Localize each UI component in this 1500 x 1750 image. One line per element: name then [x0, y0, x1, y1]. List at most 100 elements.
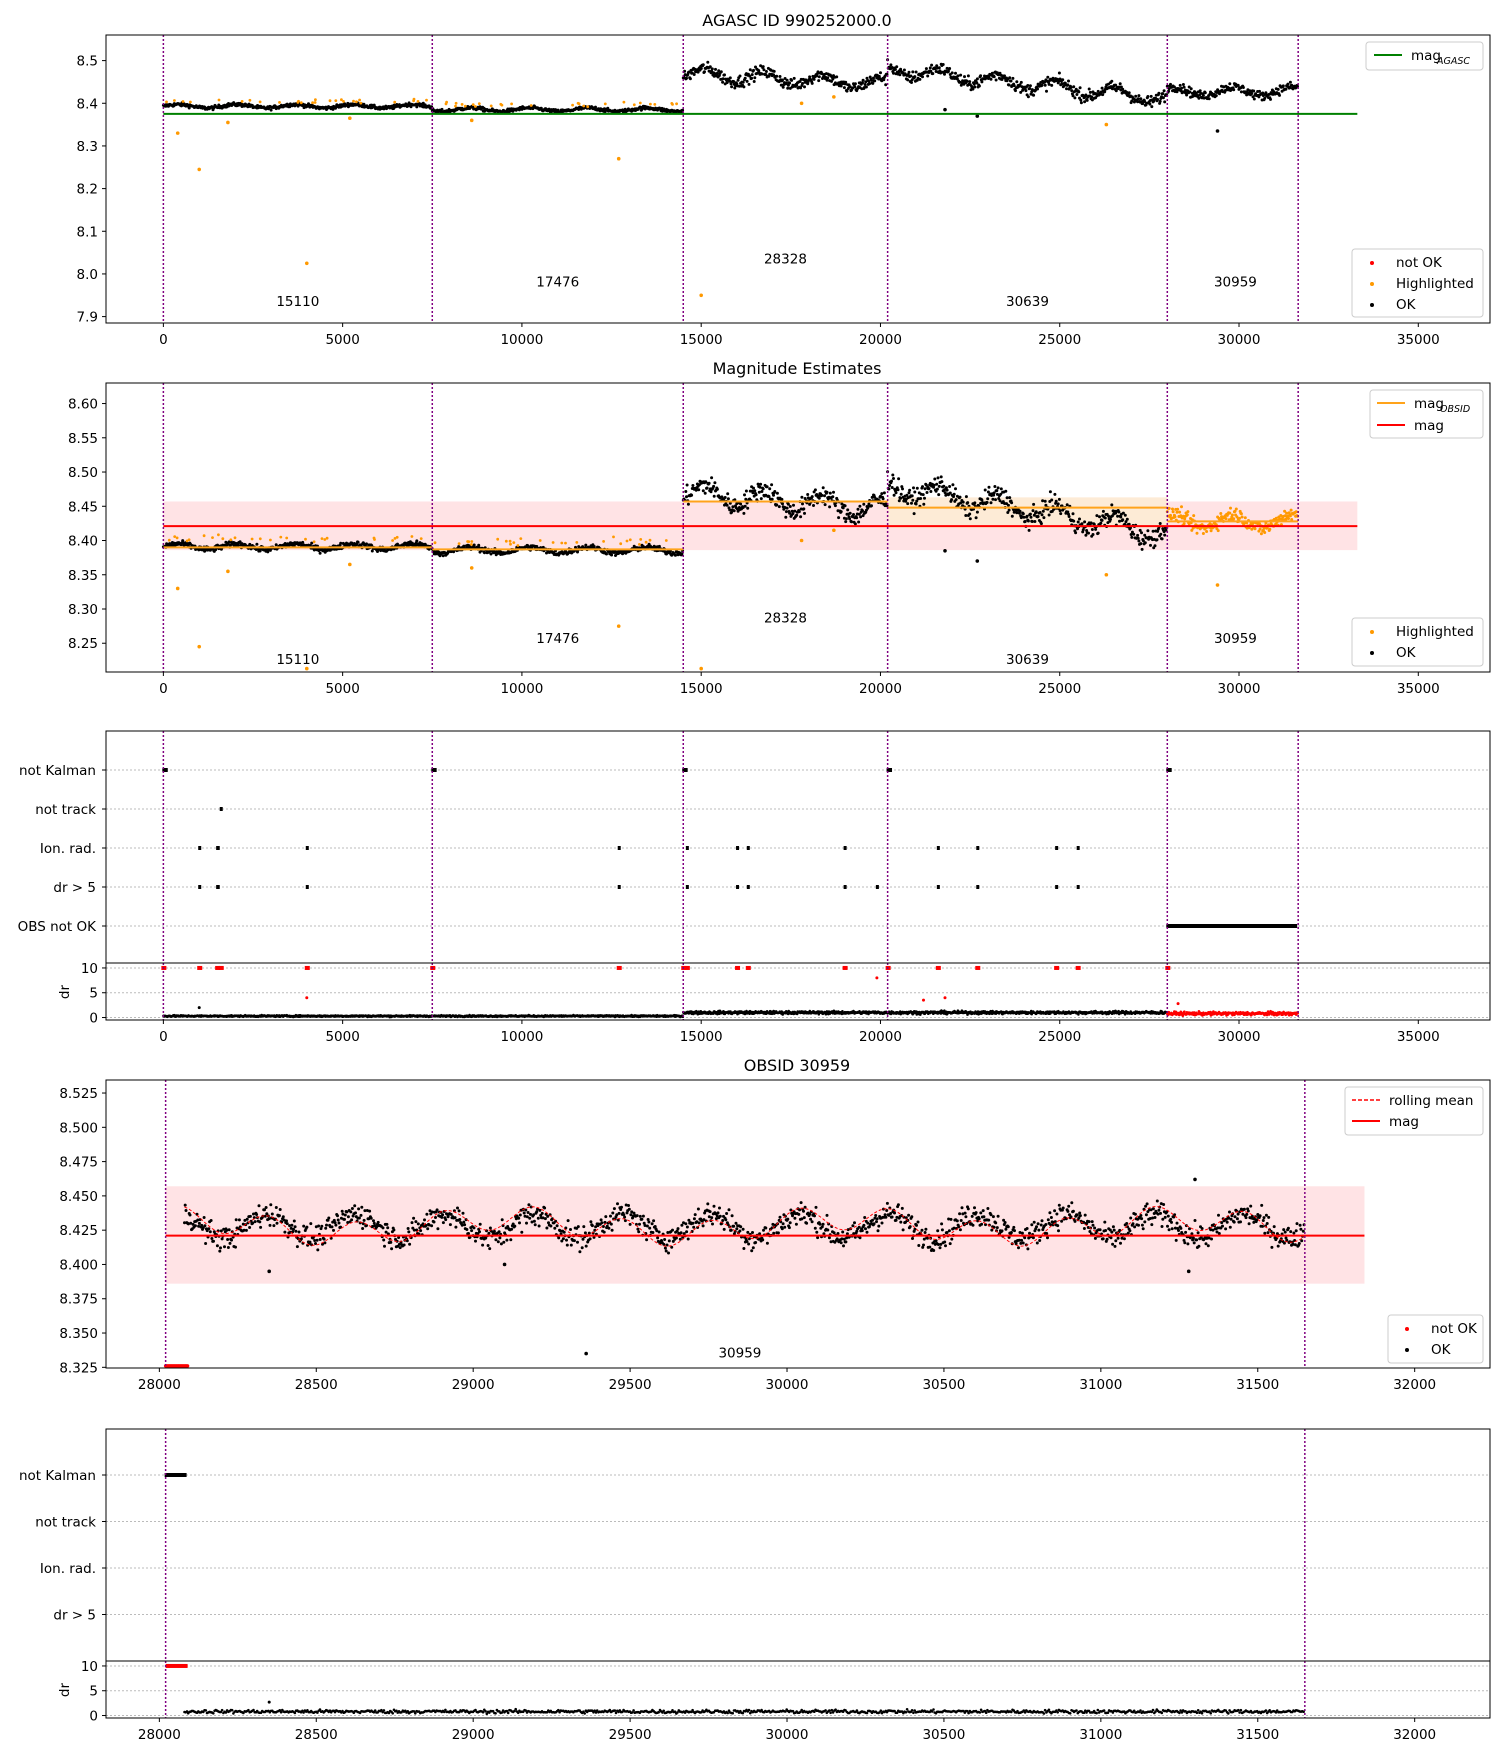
flag-mark: [1166, 924, 1298, 928]
flag-row-label: not Kalman: [19, 763, 96, 779]
x-tick-label: 28500: [295, 1727, 338, 1743]
legend-highlighted: Highlighted: [1396, 624, 1474, 640]
obsid-label: 28328: [764, 611, 807, 627]
flag-mark: [219, 807, 223, 811]
flag-mark: [886, 768, 893, 772]
highlighted-outlier: [616, 624, 621, 628]
x-tick-label: 29500: [609, 1377, 652, 1393]
flag-mark: [843, 846, 847, 850]
panel2-legend-bottom: Highlighted OK: [1351, 617, 1484, 667]
ok-outlier: [943, 107, 947, 112]
panel1-obsid-labels: 15110 17476 28328 30639 30959: [276, 251, 1257, 310]
panel1-data: [161, 35, 1358, 323]
ok-outlier: [1215, 129, 1220, 133]
x-tick-label: 30000: [1218, 332, 1261, 348]
obsid-label: 30959: [1214, 631, 1257, 647]
legend-not-ok: not OK: [1431, 1321, 1478, 1337]
not-ok-point: [185, 1364, 190, 1368]
flag-mark: [164, 1473, 187, 1477]
dr-outlier: [943, 996, 947, 1000]
flag-mark: [1055, 846, 1059, 850]
y-tick-label: 8.525: [59, 1086, 98, 1102]
ok-outlier: [943, 548, 947, 553]
x-tick-label: 30000: [766, 1727, 809, 1743]
x-tick-label: 0: [159, 1029, 168, 1045]
highlighted-outlier: [175, 131, 180, 135]
panel4-title: OBSID 30959: [744, 1056, 850, 1075]
flag-mark: [976, 885, 980, 889]
x-tick-label: 5000: [325, 1029, 359, 1045]
panel4-obsid-labels: 30959: [718, 1346, 761, 1362]
legend-not-ok: not OK: [1396, 255, 1443, 271]
flag-mark: [305, 885, 309, 889]
x-tick-label: 10000: [500, 332, 543, 348]
dr-clipped-mark: [1075, 965, 1081, 970]
ok-outlier: [1193, 1177, 1197, 1182]
flag-mark: [936, 885, 940, 889]
flag-mark: [976, 846, 980, 850]
scatter-points: [183, 1199, 1306, 1255]
obsid-mag-band: [887, 497, 1168, 529]
x-tick-label: 35000: [1397, 1029, 1440, 1045]
highlighted-outlier: [197, 644, 202, 649]
dr-points: [162, 1009, 1299, 1019]
x-tick-label: 31000: [1079, 1377, 1122, 1393]
dr-clipped-mark: [842, 965, 848, 970]
panel5-axes: not Kalman not track Ion. rad. dr > 5 0 5 10 28…: [19, 1468, 1436, 1743]
panel2-axes: 8.25 8.30 8.35 8.40 8.45 8.50 8.55 8.60 0 5000 100…: [68, 397, 1440, 697]
obsid-label: 30959: [1214, 275, 1257, 291]
flag-mark: [216, 885, 220, 889]
x-tick-label: 0: [159, 681, 168, 697]
dr-tick-label: 10: [81, 1659, 98, 1675]
y-tick-label: 8.500: [59, 1120, 98, 1136]
highlighted-outlier: [1104, 122, 1109, 127]
highlighted-outlier: [832, 528, 836, 533]
y-tick-label: 7.9: [77, 310, 98, 326]
x-tick-label: 10000: [500, 681, 543, 697]
x-tick-label: 15000: [680, 681, 723, 697]
dr-outlier: [1176, 1002, 1180, 1006]
x-tick-label: 31500: [1236, 1727, 1279, 1743]
panel3-axes: not Kalman not track Ion. rad. dr > 5 OBS no…: [18, 763, 1440, 1045]
dr-clipped-mark: [304, 965, 310, 970]
panel4-legend-top: rolling mean mag: [1344, 1086, 1484, 1136]
flag-mark: [198, 885, 202, 889]
x-tick-label: 25000: [1038, 681, 1081, 697]
flag-mark: [617, 846, 621, 850]
x-tick-label: 28000: [138, 1727, 181, 1743]
flag-row-label: dr > 5: [53, 1608, 96, 1624]
obsid-label: 30639: [1006, 294, 1049, 310]
legend-ok: OK: [1396, 645, 1417, 661]
ok-marker: [1370, 303, 1374, 307]
x-tick-label: 10000: [500, 1029, 543, 1045]
x-tick-label: 32000: [1393, 1727, 1436, 1743]
ok-outlier: [502, 1262, 507, 1267]
x-tick-label: 30000: [766, 1377, 809, 1393]
obsid-label: 30959: [718, 1346, 761, 1362]
x-tick-label: 30500: [922, 1727, 965, 1743]
highlighted-outlier: [226, 120, 230, 125]
x-tick-label: 28000: [138, 1377, 181, 1393]
legend-mag-agasc: mag: [1411, 48, 1441, 64]
highlighted-outlier: [832, 95, 836, 99]
dr-clipped-mark: [975, 965, 981, 970]
highlighted-outlier: [699, 293, 703, 298]
highlighted-outlier: [469, 566, 474, 570]
dr-outlier: [921, 998, 925, 1002]
dr-clipped-mark: [935, 965, 941, 970]
flag-mark: [305, 846, 309, 850]
ok-outlier: [267, 1269, 271, 1274]
x-tick-label: 25000: [1038, 332, 1081, 348]
flag-mark: [1055, 885, 1059, 889]
flag-mark: [875, 885, 879, 889]
y-tick-label: 8.25: [68, 636, 98, 652]
legend-rolling-mean: rolling mean: [1389, 1093, 1473, 1109]
highlighted-outlier: [469, 118, 474, 123]
y-tick-label: 8.30: [68, 602, 98, 618]
dr-clipped-mark: [1054, 965, 1060, 970]
y-tick-label: 8.450: [59, 1189, 98, 1205]
flag-mark: [1076, 885, 1080, 889]
x-tick-label: 31500: [1236, 1377, 1279, 1393]
y-tick-label: 8.4: [77, 96, 98, 112]
ok-outlier: [584, 1351, 588, 1356]
